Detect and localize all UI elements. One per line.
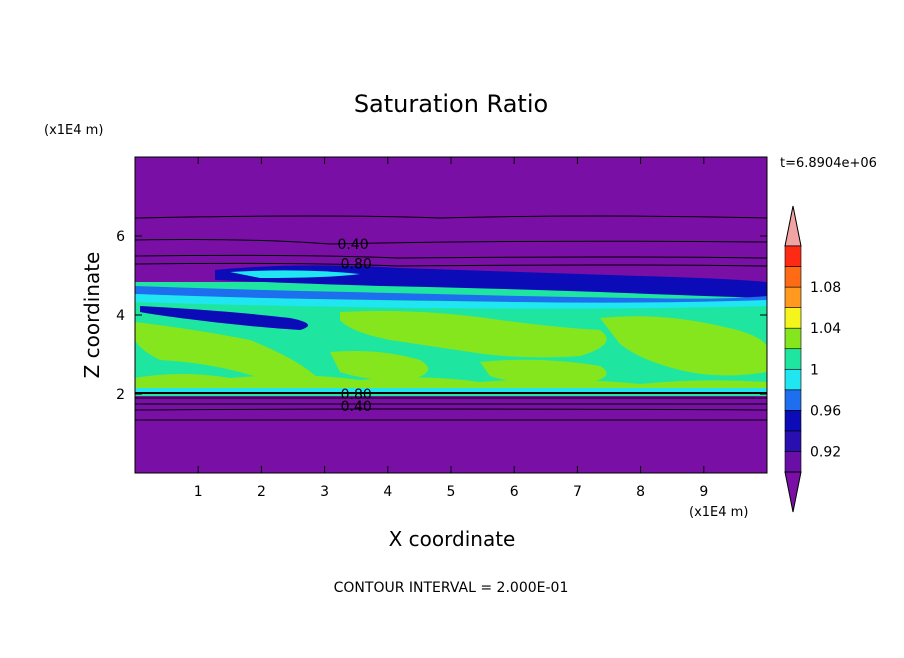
x-tick-label: 6 [510,484,519,500]
colorbar-swatch [784,430,802,452]
x-tick-label: 7 [573,484,582,500]
x-tick-label: 3 [320,484,329,500]
blob-lime-5 [480,359,607,385]
colorbar-over-arrow [784,205,802,247]
x-tick-label: 1 [194,484,203,500]
contour-line [135,262,767,267]
y-axis-label: Z coordinate [80,252,104,379]
y-axis: 2 4 6 [116,229,767,403]
colorbar-swatch [784,389,802,411]
colorbar-tick-label: 0.92 [810,444,841,460]
band-cyan-upper [230,270,360,278]
blob-lime-3 [600,316,767,376]
colorbar-tick-label: 1.08 [810,280,841,296]
contour-label: 0.80 [341,387,372,403]
contour-line [135,239,767,245]
x-axis-label: X coordinate [389,527,516,551]
colorbar-tick-label: 0.96 [810,403,841,419]
contour-interval-label: CONTOUR INTERVAL = 2.000E-01 [334,580,569,596]
chart-title: Saturation Ratio [354,90,548,118]
y-tick-label: 6 [116,229,125,245]
blob-lime-2 [340,311,607,358]
contour-labels: 0.400.800.800.40 [337,237,371,415]
colorbar-swatch [784,266,802,288]
band-blue-middle [135,286,767,304]
band-cyan-middle [135,294,767,309]
contour-line [135,215,767,219]
colorbar-tick-label: 1.04 [810,321,841,337]
saturation-field [135,157,767,473]
contour-label: 0.40 [341,399,372,415]
x-unit-label: (x1E4 m) [689,505,748,520]
colorbar-swatch [784,368,802,391]
colorbar-swatch [784,307,802,329]
cloud-base-line [135,388,767,393]
contour-label: 0.80 [341,257,372,273]
colorbar-tick-label: 1 [810,362,819,378]
x-axis: 1 2 3 4 5 6 7 8 9 [194,157,708,500]
x-tick-label: 5 [447,484,456,500]
x-tick-label: 8 [636,484,645,500]
y-unit-label: (x1E4 m) [44,123,103,138]
colorbar-swatch [784,286,802,308]
contour-line [135,254,767,259]
blob-lime-base [135,374,767,392]
time-label: t=6.8904e+06 [780,156,877,171]
colorbar-swatch [784,410,802,432]
colorbar-swatch [784,245,802,267]
band-blue-lower [140,306,308,330]
x-tick-label: 9 [699,484,708,500]
contour-label: 0.40 [337,237,368,253]
contour-line [135,408,767,411]
blob-lime-4 [330,351,428,381]
x-tick-label: 4 [383,484,392,500]
colorbar-under-arrow [784,471,802,513]
colorbar-swatch [784,327,802,350]
y-tick-label: 2 [116,387,125,403]
colorbar-swatch [784,348,802,370]
blob-lime-1 [135,322,320,382]
colorbar: 1.08 1.04 1 0.96 0.92 [784,205,841,513]
x-tick-label: 2 [257,484,266,500]
colorbar-swatch [784,451,802,473]
y-tick-label: 4 [116,308,125,324]
